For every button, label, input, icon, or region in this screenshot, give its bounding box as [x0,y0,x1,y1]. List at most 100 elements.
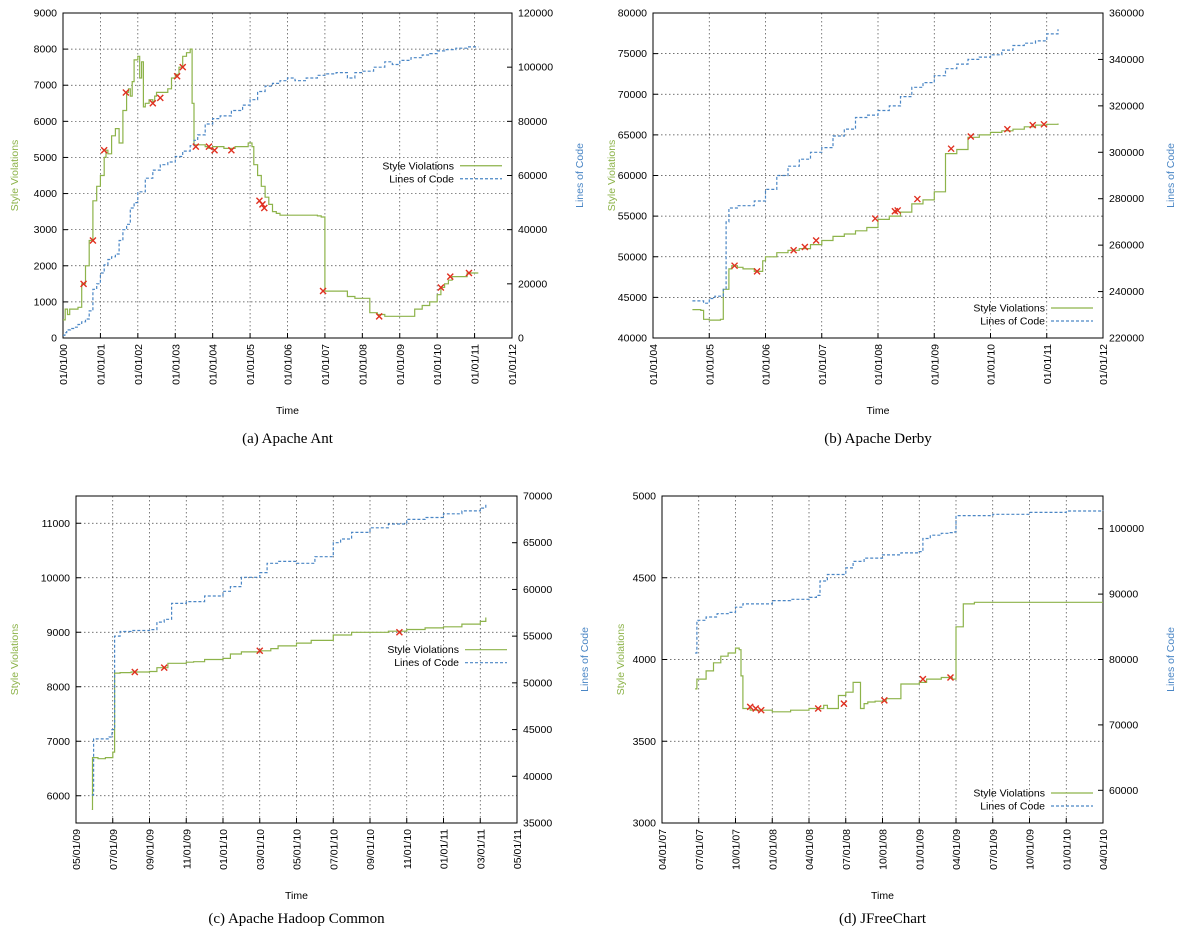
violation-marker [801,243,809,251]
legend-label: Style Violations [973,788,1045,800]
y-left-axis-title: Style Violations [615,624,627,696]
x-tick-label: 10/01/07 [731,829,743,870]
x-tick-label: 05/01/10 [292,829,304,870]
x-tick-label: 01/01/09 [395,344,407,385]
violation-marker [258,200,266,208]
plot-frame [75,495,518,824]
violation-marker [319,287,327,295]
chart-panel-2: 05/01/09 07/01/09 09/01/09 11/01/09 01/01/10… [9,491,591,928]
y-left-axis-title: Style Violations [606,140,618,212]
violation-marker [149,99,157,107]
y-left-tick-label: 7000 [47,736,71,748]
style-violations-line [91,617,487,810]
violation-marker [205,143,213,151]
y-right-tick-label: 70000 [523,491,552,503]
x-tick-label: 01/01/09 [929,344,941,385]
violation-marker [192,143,200,151]
x-tick-label: 01/01/10 [432,344,444,385]
x-tick-label: 01/01/08 [873,344,885,385]
y-left-tick-label: 5000 [34,152,58,164]
violation-marker [746,703,754,711]
y-right-tick-label: 20000 [518,278,547,290]
x-tick-label: 04/01/08 [804,829,816,870]
y-right-axis-title: Lines of Code [1165,143,1177,208]
y-right-tick-label: 60000 [523,584,552,596]
x-axis-title: Time [276,405,299,417]
lines-of-code-line [63,46,479,336]
y-right-tick-label: 80000 [518,116,547,128]
x-tick-label: 01/01/06 [761,344,773,385]
violation-marker [967,133,975,140]
y-left-tick-label: 55000 [618,211,647,223]
violation-marker [731,262,739,270]
x-tick-label: 01/01/04 [208,344,220,385]
y-left-tick-label: 3500 [633,736,657,748]
x-tick-label: 04/01/07 [657,829,669,870]
y-right-tick-label: 80000 [1109,654,1138,666]
y-right-tick-label: 0 [518,333,524,345]
y-right-tick-label: 60000 [1109,785,1138,797]
violation-marker [437,283,445,291]
violation-marker [375,312,383,320]
violation-marker [122,88,130,96]
x-tick-label: 01/01/05 [704,344,716,385]
violation-marker [947,145,955,153]
x-tick-label: 09/01/10 [365,829,377,870]
y-left-tick-label: 0 [51,333,57,345]
y-left-tick-label: 4500 [633,572,657,584]
violation-marker [446,273,454,281]
x-tick-label: 01/01/03 [170,344,182,385]
violation-marker [80,280,88,288]
panel-caption: (d) JFreeChart [839,911,927,927]
y-left-tick-label: 40000 [618,333,647,345]
legend-label: Style Violations [387,644,459,656]
violation-marker [395,628,403,636]
chart-panel-1: 01/01/04 01/01/05 01/01/06 01/01/07 01/01/08… [606,8,1177,448]
y-left-tick-label: 1000 [34,296,58,308]
y-right-tick-label: 220000 [1109,333,1144,345]
violation-marker [160,664,168,672]
y-right-tick-label: 40000 [523,771,552,783]
y-left-tick-label: 3000 [633,818,657,830]
violation-marker [946,673,954,681]
violation-marker [871,215,879,223]
y-right-tick-label: 240000 [1109,286,1144,298]
x-tick-label: 07/01/09 [108,829,120,870]
y-right-tick-label: 320000 [1109,100,1144,112]
violation-marker [753,267,761,275]
x-tick-label: 01/01/06 [283,344,295,385]
y-right-axis-title: Lines of Code [574,143,586,208]
y-right-axis-title: Lines of Code [1165,627,1177,692]
violation-marker [1003,125,1011,133]
y-right-tick-label: 100000 [518,62,553,74]
x-tick-label: 05/01/11 [512,829,524,869]
y-left-tick-label: 6000 [34,116,58,128]
x-tick-label: 03/01/10 [255,829,267,870]
violation-marker [211,146,219,154]
x-tick-label: 01/01/04 [648,344,660,385]
x-tick-label: 01/01/12 [507,344,519,385]
x-tick-label: 11/01/09 [181,829,193,869]
violation-marker [227,146,235,154]
x-tick-label: 01/01/09 [914,829,926,870]
y-right-tick-label: 300000 [1109,147,1144,159]
x-tick-label: 01/01/10 [218,829,230,870]
x-tick-label: 11/01/10 [402,829,414,869]
x-tick-label: 01/01/01 [95,344,107,385]
y-left-tick-label: 9000 [34,8,58,20]
x-tick-label: 01/01/11 [1042,344,1054,384]
y-right-tick-label: 260000 [1109,240,1144,252]
violation-marker [790,246,798,254]
y-left-tick-label: 45000 [618,292,647,304]
x-tick-label: 05/01/09 [71,829,83,870]
y-left-tick-label: 65000 [618,129,647,141]
y-right-tick-label: 70000 [1109,719,1138,731]
x-tick-label: 01/01/00 [58,344,70,385]
violation-marker [757,706,765,714]
violation-marker [752,705,760,713]
y-left-tick-label: 10000 [41,572,70,584]
style-violations-line [695,601,1103,713]
x-tick-label: 01/01/12 [1098,344,1110,385]
x-tick-label: 01/01/07 [320,344,332,385]
y-left-tick-label: 6000 [47,790,71,802]
